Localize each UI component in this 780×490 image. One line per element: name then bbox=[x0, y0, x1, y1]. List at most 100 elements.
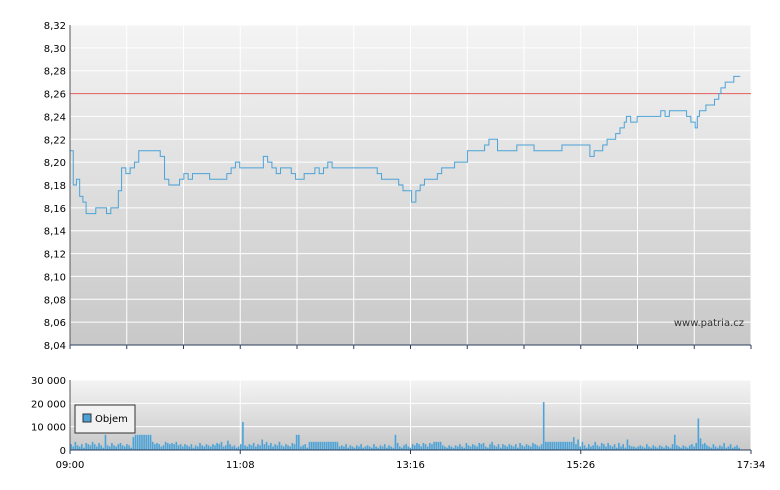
volume-bar bbox=[712, 444, 715, 450]
volume-bar bbox=[493, 445, 496, 450]
price-y-tick-label: 8,22 bbox=[44, 135, 66, 146]
volume-bar bbox=[398, 446, 401, 450]
volume-bar bbox=[441, 445, 444, 450]
volume-bar bbox=[321, 441, 324, 450]
volume-bar bbox=[620, 446, 622, 450]
volume-bar bbox=[542, 402, 545, 450]
volume-bar bbox=[480, 444, 483, 450]
volume-bar bbox=[654, 446, 657, 450]
volume-bar bbox=[512, 446, 515, 450]
volume-bar bbox=[648, 446, 650, 450]
volume-bar bbox=[448, 445, 450, 450]
volume-bar bbox=[368, 446, 371, 450]
volume-bar bbox=[615, 447, 618, 450]
volume-bar bbox=[203, 446, 206, 450]
volume-bar bbox=[74, 441, 77, 450]
volume-bar bbox=[123, 446, 126, 450]
volume-bar bbox=[72, 446, 75, 450]
volume-bar bbox=[504, 445, 506, 450]
volume-bar bbox=[577, 439, 579, 450]
volume-bar bbox=[652, 445, 655, 450]
volume-bar bbox=[594, 441, 597, 450]
volume-bar bbox=[85, 443, 87, 450]
volume-bar bbox=[611, 446, 614, 450]
volume-bar bbox=[536, 445, 539, 450]
volume-bar bbox=[407, 446, 410, 450]
volume-x-tick-label: 13:16 bbox=[396, 460, 425, 471]
volume-bar bbox=[246, 446, 249, 450]
volume-bar bbox=[622, 444, 624, 450]
volume-bar bbox=[347, 447, 350, 450]
volume-bar bbox=[538, 446, 541, 450]
volume-bar bbox=[119, 443, 122, 450]
volume-bar bbox=[534, 444, 536, 450]
volume-bar bbox=[87, 444, 90, 450]
volume-bar bbox=[349, 445, 352, 450]
volume-bar bbox=[731, 447, 734, 450]
volume-bar bbox=[734, 446, 736, 450]
volume-bar bbox=[143, 434, 145, 450]
volume-bar bbox=[201, 445, 203, 450]
volume-bar bbox=[160, 446, 163, 450]
volume-bar bbox=[519, 443, 521, 450]
volume-x-tick-label: 17:34 bbox=[737, 460, 766, 471]
price-x-tick-marks bbox=[69, 345, 752, 349]
volume-bar bbox=[130, 447, 133, 450]
price-y-tick-label: 8,16 bbox=[44, 204, 66, 215]
volume-y-tick-label: 10 000 bbox=[31, 423, 66, 434]
volume-bar bbox=[227, 440, 229, 450]
volume-bar bbox=[669, 447, 672, 450]
volume-bar bbox=[527, 445, 530, 450]
volume-bar bbox=[317, 441, 319, 450]
volume-bar bbox=[688, 445, 691, 450]
volume-bar bbox=[424, 444, 427, 450]
volume-x-tick-label: 11:08 bbox=[226, 460, 255, 471]
volume-bar bbox=[126, 444, 128, 450]
volume-bar bbox=[469, 446, 472, 450]
volume-bar bbox=[98, 443, 100, 450]
volume-bar bbox=[667, 446, 670, 450]
volume-bar bbox=[721, 446, 723, 450]
volume-bar bbox=[78, 446, 81, 450]
price-y-tick-label: 8,08 bbox=[44, 295, 66, 306]
volume-bar bbox=[358, 446, 360, 450]
volume-bar bbox=[603, 444, 605, 450]
price-y-tick-label: 8,30 bbox=[44, 44, 66, 55]
volume-bar bbox=[149, 434, 152, 450]
volume-bar bbox=[270, 443, 272, 450]
volume-bar bbox=[134, 434, 137, 450]
volume-bar bbox=[736, 445, 738, 450]
volume-bar bbox=[585, 447, 588, 450]
volume-bar bbox=[626, 439, 629, 450]
volume-bar bbox=[452, 447, 455, 450]
volume-bar bbox=[671, 444, 674, 450]
volume-bar bbox=[618, 443, 620, 450]
legend-swatch bbox=[82, 413, 92, 423]
volume-bar bbox=[336, 441, 339, 450]
volume-bar bbox=[255, 446, 257, 450]
volume-bar bbox=[695, 443, 698, 450]
volume-bar bbox=[154, 444, 156, 450]
volume-bar bbox=[128, 445, 130, 450]
volume-bar bbox=[701, 444, 704, 450]
volume-bar bbox=[435, 441, 438, 450]
volume-bar bbox=[353, 447, 356, 450]
volume-bar bbox=[83, 447, 85, 450]
volume-bar bbox=[192, 447, 195, 450]
volume-bar bbox=[429, 443, 431, 450]
volume-bar bbox=[607, 443, 609, 450]
volume-bar bbox=[729, 444, 732, 450]
volume-bar bbox=[530, 446, 532, 450]
volume-bar bbox=[661, 446, 663, 450]
volume-bar bbox=[366, 445, 369, 450]
volume-bar bbox=[502, 444, 504, 450]
volume-bar bbox=[613, 444, 616, 450]
volume-bar bbox=[474, 445, 476, 450]
price-y-tick-label: 8,10 bbox=[44, 272, 66, 283]
volume-bar bbox=[697, 418, 700, 450]
volume-bar bbox=[257, 444, 259, 450]
volume-bar bbox=[287, 445, 289, 450]
volume-bar bbox=[147, 434, 150, 450]
volume-bar bbox=[171, 443, 173, 450]
